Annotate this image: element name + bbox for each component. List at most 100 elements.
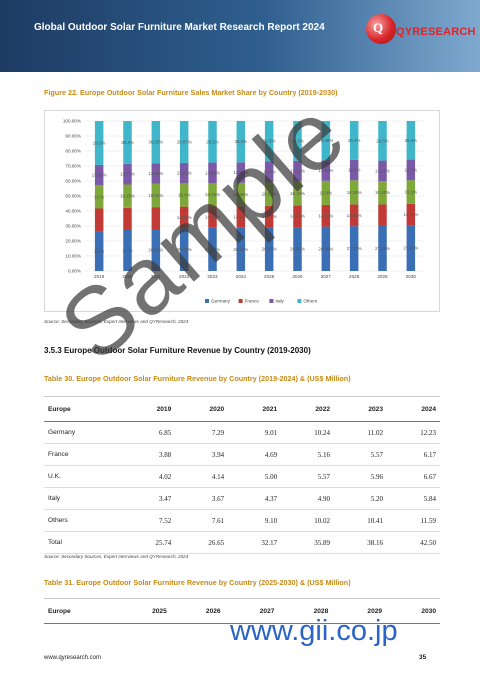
chart-svg: 0.00% 10.00% 20.00% 30.00% 40.00% 50.00% 60.00… <box>63 119 425 304</box>
bar-segment <box>349 204 359 227</box>
row-label: Germany <box>44 421 123 444</box>
bar-segment <box>123 184 132 208</box>
x-tick-label: 2019 <box>94 274 105 279</box>
bar-segment <box>264 121 274 162</box>
table-row: Others 7.52 7.61 9.10 10.02 10.41 11.59 <box>44 509 440 532</box>
bar-segment <box>123 121 132 164</box>
y-tick-label: 30.00% <box>65 224 81 229</box>
data-label: 14.44% <box>403 212 418 217</box>
data-label: 29.0% <box>376 138 389 143</box>
legend-label: Italy <box>275 299 284 304</box>
cell-value: 6.85 <box>122 421 176 444</box>
data-label: 16.38% <box>233 192 248 197</box>
cell-value: 6.67 <box>386 465 440 488</box>
bar-segment <box>378 181 387 205</box>
column-header: 2026 <box>170 598 225 624</box>
data-label: 24.% <box>94 249 104 254</box>
table-row: Total 25.74 26.65 32.17 35.89 38.16 42.50 <box>44 531 440 554</box>
cell-value: 5.00 <box>228 465 282 488</box>
cell-value: 6.17 <box>386 443 440 466</box>
x-tick-label: 2027 <box>321 274 332 279</box>
data-label: 13.7% <box>405 167 418 172</box>
legend-label: France <box>245 299 260 304</box>
table30: Europe 2019 2020 2021 2022 2023 2024 Germany 6.8… <box>44 396 440 554</box>
cell-value: 5.96 <box>334 465 387 488</box>
column-header: 2028 <box>278 598 333 624</box>
bar-segment <box>321 204 331 227</box>
column-header: Europe <box>44 396 123 422</box>
data-label: 14.24% <box>290 214 305 219</box>
bar-segment <box>208 206 217 228</box>
bar-segment <box>293 227 302 271</box>
bar-segment <box>321 160 331 181</box>
data-label: 14.32% <box>318 213 333 218</box>
cell-value: 42.50 <box>386 531 440 554</box>
cell-value: 26.65 <box>175 531 229 554</box>
x-tick-label: 2028 <box>349 274 360 279</box>
data-label: 13.77% <box>120 172 135 177</box>
column-header: 2021 <box>228 396 282 422</box>
bar-segment <box>151 183 161 208</box>
column-header: Europe <box>44 598 117 624</box>
data-label: 29.2% <box>93 140 106 145</box>
bar-segment <box>406 203 416 226</box>
data-label: 30.4% <box>121 140 134 145</box>
bar-segment <box>236 227 246 271</box>
data-label: 13.52% <box>290 169 305 174</box>
column-header: 2025 <box>116 598 171 624</box>
footer-url[interactable]: www.qyresearch.com <box>44 655 102 661</box>
cell-value: 9.01 <box>228 421 282 444</box>
data-label: 29.4% <box>348 138 361 143</box>
cell-value: 32.17 <box>228 531 282 554</box>
data-label: 13.6% <box>348 168 361 173</box>
column-header: 2019 <box>122 396 176 422</box>
bar-segment <box>208 162 217 183</box>
cell-value: 10.24 <box>281 421 335 444</box>
data-label: 14.37% <box>177 215 192 220</box>
legend-swatch <box>269 299 274 303</box>
data-label: 13.6% <box>263 169 276 174</box>
bar-segment <box>349 159 359 181</box>
data-label: 27.% <box>122 248 132 253</box>
table-source: Source: Secondary Sources, Expert Interv… <box>44 554 189 559</box>
column-header: 2022 <box>281 396 335 422</box>
bar-segment <box>264 182 274 206</box>
data-label: 27.39% <box>375 246 390 251</box>
y-tick-label: 90.00% <box>65 134 81 139</box>
row-label: France <box>44 443 123 466</box>
bar-segment <box>236 162 246 183</box>
bar-segment <box>179 121 189 163</box>
data-label: 29.06% <box>318 138 333 143</box>
data-label: 16.10% <box>120 194 135 199</box>
data-label: 16.10% <box>262 191 277 196</box>
bar-segment <box>179 162 189 184</box>
data-label: 14.48% <box>205 215 220 220</box>
data-label: 29.4% <box>405 138 418 143</box>
cell-value: 4.69 <box>228 443 282 466</box>
bar-segment <box>321 180 331 205</box>
bar-segment <box>406 159 416 181</box>
bar-segment <box>94 185 104 209</box>
x-tick-label: 2026 <box>292 274 303 279</box>
bar-segment <box>321 226 331 271</box>
legend-swatch <box>238 299 243 303</box>
data-label: 16.1% <box>405 189 418 194</box>
data-label: 29.1% <box>206 139 219 144</box>
column-header: 2027 <box>224 598 279 624</box>
x-tick-label: 2021 <box>151 274 162 279</box>
y-tick-label: 50.00% <box>65 194 81 199</box>
report-title: Global Outdoor Solar Furniture Market Re… <box>34 22 325 33</box>
bar-segment <box>378 225 387 271</box>
y-tick-label: 60.00% <box>65 179 81 184</box>
data-label: 16.26% <box>347 190 362 195</box>
bar-segment <box>264 227 274 271</box>
table31-title: Table 31. Europe Outdoor Solar Furniture… <box>44 578 351 587</box>
gii-watermark: www.gii.co.jp <box>230 615 398 647</box>
bar-segment <box>349 180 359 205</box>
bar-segment <box>94 121 104 165</box>
bar-segment <box>293 205 302 228</box>
data-label: 30.20% <box>148 140 163 145</box>
bar-segment <box>151 207 161 229</box>
data-label: 26.66% <box>233 247 248 252</box>
x-tick-label: 2030 <box>406 274 417 279</box>
